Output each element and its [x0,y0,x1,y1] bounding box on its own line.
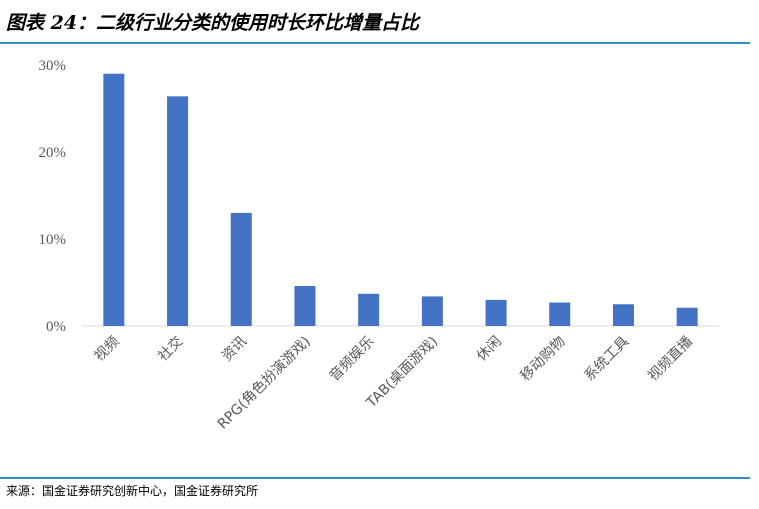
x-tick-label: 视频 [92,334,123,365]
bar [230,212,252,326]
bar [167,96,189,326]
top-divider [0,42,750,44]
x-tick-label: 社交 [155,333,187,365]
x-tick-label: 移动购物 [518,334,569,385]
y-tick-label: 20% [39,145,67,161]
bar [549,302,571,326]
bar [358,293,380,326]
y-tick-label: 10% [39,232,67,248]
x-tick-label: 系统工具 [581,334,632,385]
bar [103,73,125,326]
bar [485,299,507,326]
x-tick-label: 资讯 [219,334,250,365]
bar [676,307,698,326]
y-tick-label: 0% [46,319,66,335]
bar [612,304,634,326]
x-tick-label: 视频直播 [644,333,696,385]
y-tick-label: 30% [39,58,67,74]
bar [294,285,316,326]
x-tick-label: 休闲 [474,334,505,365]
bar [421,296,443,326]
bottom-divider [0,477,750,479]
chart-title: 图表 24：二级行业分类的使用时长环比增量占比 [6,12,420,34]
x-tick-label: 音频娱乐 [326,333,378,385]
source-note: 来源：国金证券研究创新中心，国金证券研究所 [6,484,259,498]
